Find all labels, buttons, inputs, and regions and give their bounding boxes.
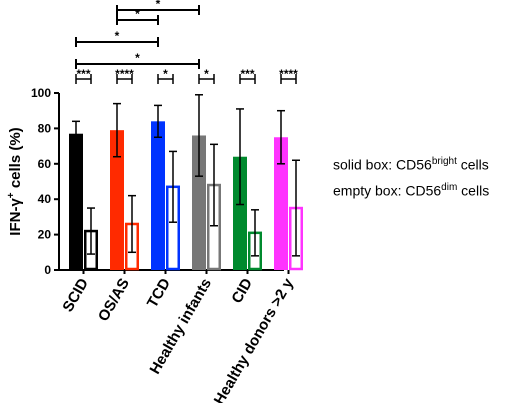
legend-solid-prefix: solid box: CD56 [333, 156, 432, 173]
bar-solid [192, 135, 206, 270]
y-tick-label: 0 [44, 263, 51, 277]
pair-significance: *** [76, 67, 90, 81]
category-label: SCID [59, 275, 92, 315]
legend-solid-sup: bright [431, 156, 457, 167]
pair-significance: *** [240, 67, 254, 81]
bar-solid [151, 121, 165, 270]
category-label: Healthy donors >2 y [211, 275, 298, 403]
bar-solid [110, 130, 124, 270]
category-label: TCD [144, 275, 174, 310]
bar-solid [69, 133, 83, 270]
y-axis-label: IFN-γ+ cells (%) [6, 127, 24, 235]
y-tick-label: 20 [38, 228, 52, 242]
pair-significance: **** [279, 67, 298, 81]
legend-empty-prefix: empty box: CD56 [333, 182, 442, 199]
bar-solid [233, 156, 247, 270]
legend-empty: empty box: CD56dim cells [333, 182, 489, 199]
y-tick-label: 60 [38, 157, 52, 171]
bar-solid [274, 137, 288, 270]
cross-significance: * [135, 51, 140, 65]
category-label: OS/AS [95, 276, 133, 325]
pair-significance: * [204, 67, 209, 81]
cross-significance: * [156, 0, 161, 11]
pair-significance: * [163, 67, 168, 81]
y-tick-label: 40 [38, 192, 52, 206]
legend-solid: solid box: CD56bright cells [333, 156, 489, 173]
y-tick-label: 100 [31, 86, 51, 100]
legend-empty-suffix: cells [457, 182, 490, 199]
cross-significance: * [135, 7, 140, 21]
category-label: CID [228, 275, 256, 306]
pair-significance: **** [115, 67, 134, 81]
cross-significance: * [115, 29, 120, 43]
legend-empty-sup: dim [441, 182, 458, 193]
legend-solid-suffix: cells [456, 156, 489, 173]
y-tick-label: 80 [38, 121, 52, 135]
